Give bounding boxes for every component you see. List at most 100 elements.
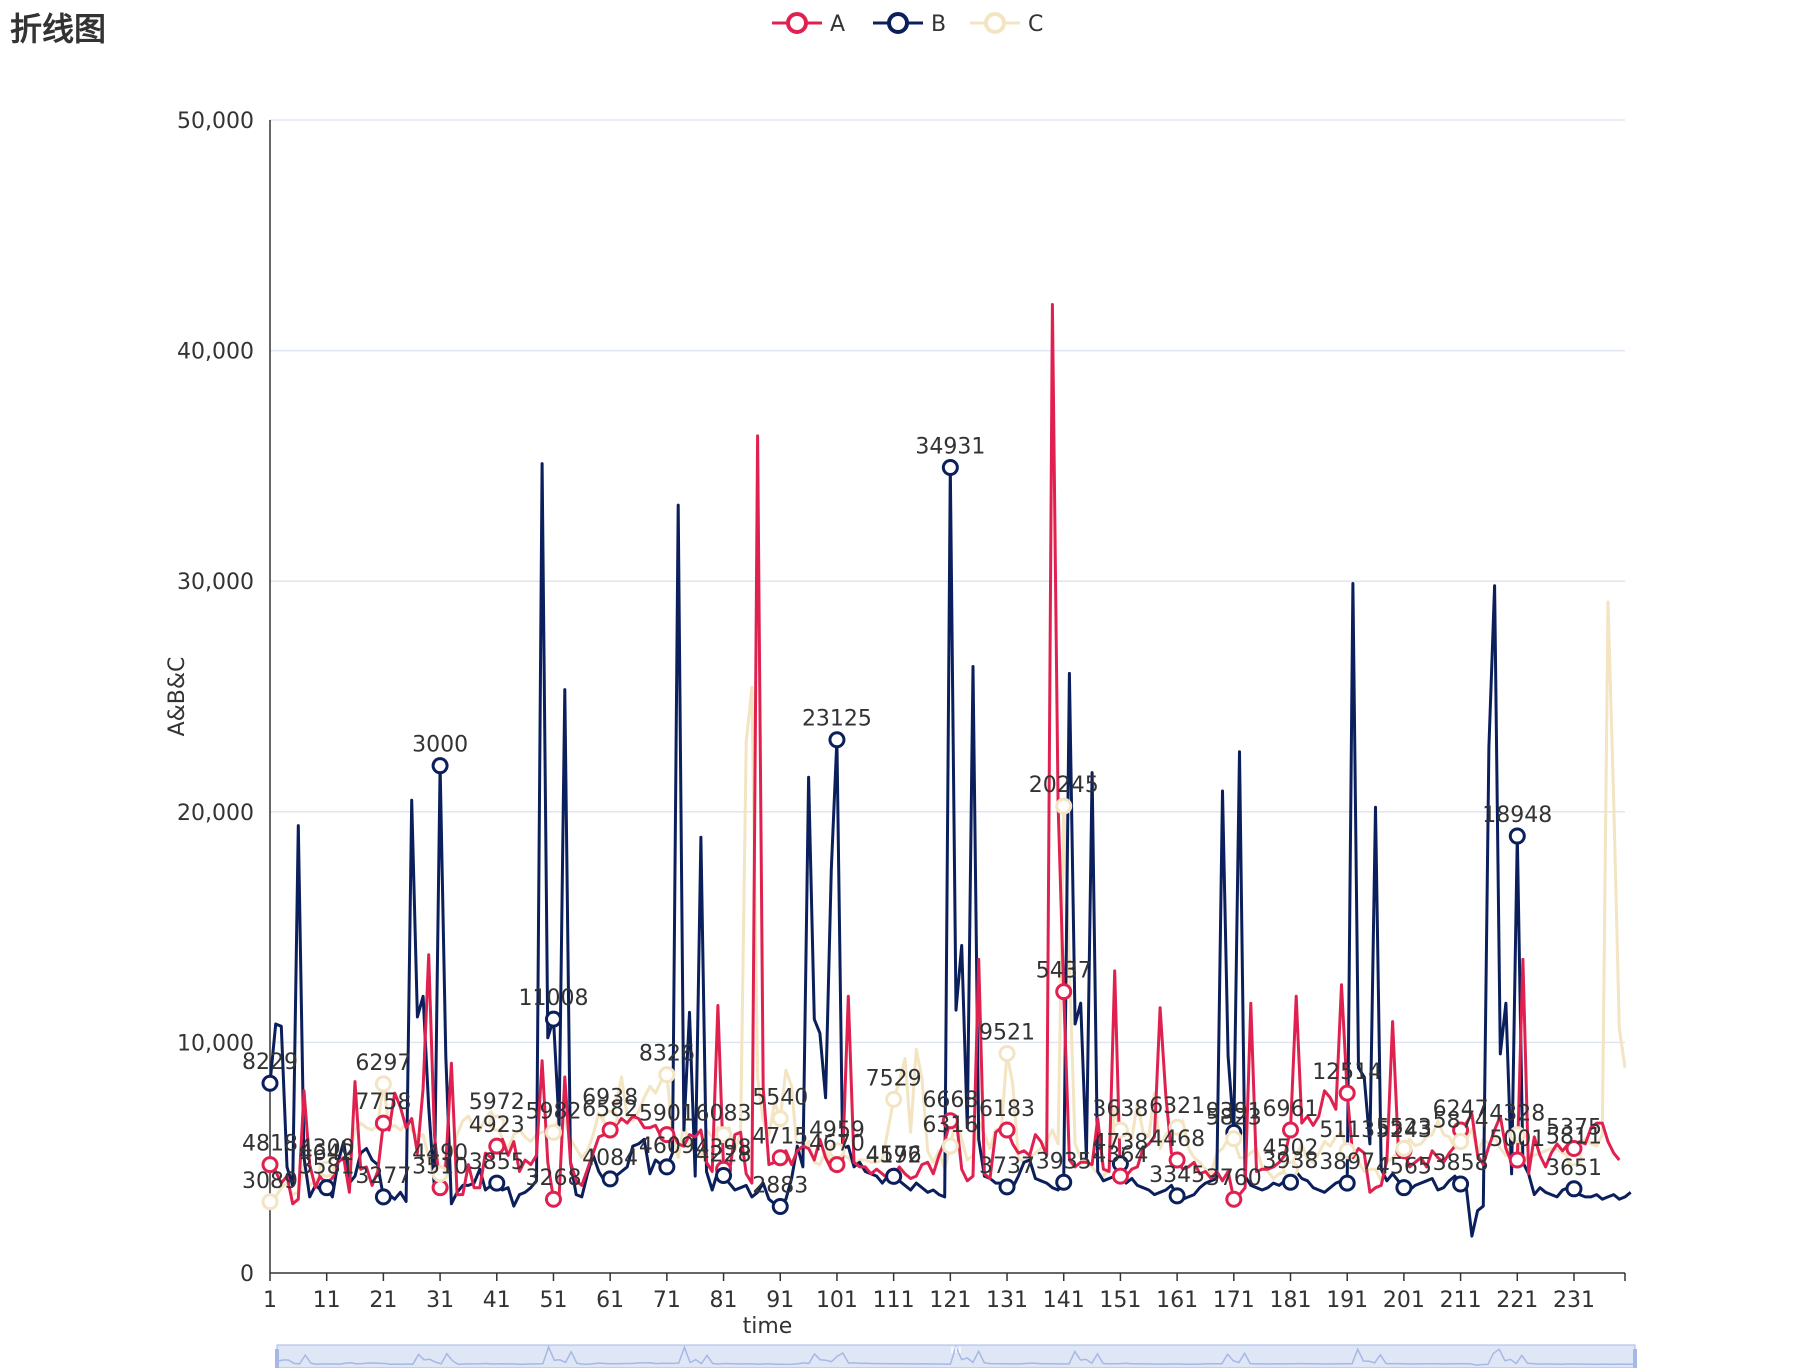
- point-marker-c[interactable]: [318, 1160, 336, 1178]
- point-marker-a[interactable]: [544, 1190, 562, 1208]
- data-label: 12514: [1312, 1060, 1382, 1085]
- point-marker-b[interactable]: [318, 1179, 336, 1197]
- point-marker-b[interactable]: [431, 757, 449, 775]
- point-marker-b[interactable]: [998, 1178, 1016, 1196]
- point-marker-b[interactable]: [1452, 1175, 1470, 1193]
- legend-item-b[interactable]: B: [873, 12, 946, 37]
- data-label: 3277: [355, 1164, 411, 1189]
- point-marker-a[interactable]: [1168, 1151, 1186, 1169]
- point-marker-b[interactable]: [1395, 1179, 1413, 1197]
- point-marker-b[interactable]: [1565, 1180, 1583, 1198]
- point-marker-a[interactable]: [1225, 1190, 1243, 1208]
- point-marker-a[interactable]: [1111, 1167, 1129, 1185]
- point-marker-a[interactable]: [1508, 1151, 1526, 1169]
- x-tick-label: 71: [653, 1288, 681, 1313]
- chart-title: 折线图: [10, 10, 107, 48]
- point-marker-c[interactable]: [1395, 1139, 1413, 1157]
- point-marker-b[interactable]: [1508, 827, 1526, 845]
- data-label: 4670: [809, 1132, 865, 1157]
- data-label: 5972: [469, 1090, 525, 1115]
- x-tick-label: 191: [1326, 1288, 1368, 1313]
- point-marker-c[interactable]: [1508, 1126, 1526, 1144]
- x-tick-label: 171: [1213, 1288, 1255, 1313]
- x-tick-label: 101: [816, 1288, 858, 1313]
- data-label: 5375: [1546, 1115, 1602, 1140]
- legend-item-c[interactable]: C: [970, 12, 1043, 37]
- point-marker-a[interactable]: [261, 1156, 279, 1174]
- point-marker-c[interactable]: [431, 1165, 449, 1183]
- point-marker-c[interactable]: [1225, 1130, 1243, 1148]
- data-label: 8326: [639, 1042, 695, 1067]
- point-marker-a[interactable]: [488, 1137, 506, 1155]
- data-label: 6247: [1433, 1097, 1489, 1122]
- point-marker-a[interactable]: [374, 1114, 392, 1132]
- point-marker-b[interactable]: [601, 1170, 619, 1188]
- point-marker-c[interactable]: [544, 1123, 562, 1141]
- point-marker-c[interactable]: [1338, 1142, 1356, 1160]
- point-marker-c[interactable]: [488, 1114, 506, 1132]
- x-tick-label: 161: [1156, 1288, 1198, 1313]
- data-label: 3651: [1546, 1156, 1602, 1181]
- data-label: 4468: [1149, 1127, 1205, 1152]
- legend[interactable]: A B C: [772, 12, 1043, 37]
- point-marker-a[interactable]: [1282, 1121, 1300, 1139]
- point-marker-c[interactable]: [1168, 1118, 1186, 1136]
- point-marker-b[interactable]: [885, 1167, 903, 1185]
- x-tick-label: 141: [1043, 1288, 1085, 1313]
- point-marker-a[interactable]: [771, 1149, 789, 1167]
- point-marker-c[interactable]: [1111, 1121, 1129, 1139]
- x-tick-label: 231: [1553, 1288, 1595, 1313]
- data-label: 3760: [1206, 1166, 1262, 1191]
- x-tick-label: 151: [1099, 1288, 1141, 1313]
- point-marker-a[interactable]: [658, 1126, 676, 1144]
- legend-swatch-marker: [984, 12, 1006, 34]
- point-marker-b[interactable]: [771, 1198, 789, 1216]
- data-label: 4502: [1263, 1136, 1319, 1161]
- data-label: 5001: [1489, 1127, 1545, 1152]
- zoom-handle-left[interactable]: [275, 1349, 279, 1368]
- point-marker-a[interactable]: [941, 1112, 959, 1130]
- point-marker-c[interactable]: [885, 1090, 903, 1108]
- zoom-handle-right[interactable]: [1633, 1349, 1637, 1368]
- data-label: 6582: [582, 1097, 638, 1122]
- point-marker-c[interactable]: [998, 1044, 1016, 1062]
- point-marker-a[interactable]: [998, 1121, 1016, 1139]
- point-marker-b[interactable]: [1282, 1173, 1300, 1191]
- point-marker-b[interactable]: [488, 1174, 506, 1192]
- point-marker-a[interactable]: [431, 1179, 449, 1197]
- data-label: 4084: [582, 1146, 638, 1171]
- point-marker-c[interactable]: [1452, 1133, 1470, 1151]
- point-marker-a[interactable]: [1055, 983, 1073, 1001]
- point-marker-b[interactable]: [715, 1167, 733, 1185]
- point-marker-c[interactable]: [658, 1066, 676, 1084]
- point-marker-b[interactable]: [941, 458, 959, 476]
- point-marker-b[interactable]: [261, 1074, 279, 1092]
- data-zoom-slider[interactable]: [275, 1344, 1637, 1368]
- point-marker-b[interactable]: [374, 1188, 392, 1206]
- legend-item-a[interactable]: A: [772, 12, 845, 37]
- point-marker-a[interactable]: [1338, 1084, 1356, 1102]
- point-marker-c[interactable]: [771, 1109, 789, 1127]
- point-marker-b[interactable]: [1055, 1173, 1073, 1191]
- data-label: 9521: [979, 1020, 1035, 1045]
- point-marker-c[interactable]: [715, 1126, 733, 1144]
- x-tick-label: 21: [369, 1288, 397, 1313]
- x-tick-label: 111: [873, 1288, 915, 1313]
- point-marker-b[interactable]: [1168, 1187, 1186, 1205]
- point-marker-a[interactable]: [828, 1156, 846, 1174]
- point-marker-c[interactable]: [941, 1137, 959, 1155]
- point-marker-b[interactable]: [658, 1158, 676, 1176]
- data-label: 2883: [752, 1174, 808, 1199]
- point-marker-c[interactable]: [374, 1075, 392, 1093]
- data-label: 4959: [809, 1118, 865, 1143]
- point-marker-b[interactable]: [544, 1010, 562, 1028]
- point-marker-b[interactable]: [828, 731, 846, 749]
- point-marker-a[interactable]: [601, 1121, 619, 1139]
- point-marker-c[interactable]: [1055, 797, 1073, 815]
- point-marker-c[interactable]: [261, 1193, 279, 1211]
- data-label: 4576: [866, 1143, 922, 1168]
- y-axis-title: A&B&C: [165, 657, 190, 737]
- x-tick-label: 211: [1440, 1288, 1482, 1313]
- point-marker-b[interactable]: [1338, 1174, 1356, 1192]
- point-marker-a[interactable]: [1565, 1139, 1583, 1157]
